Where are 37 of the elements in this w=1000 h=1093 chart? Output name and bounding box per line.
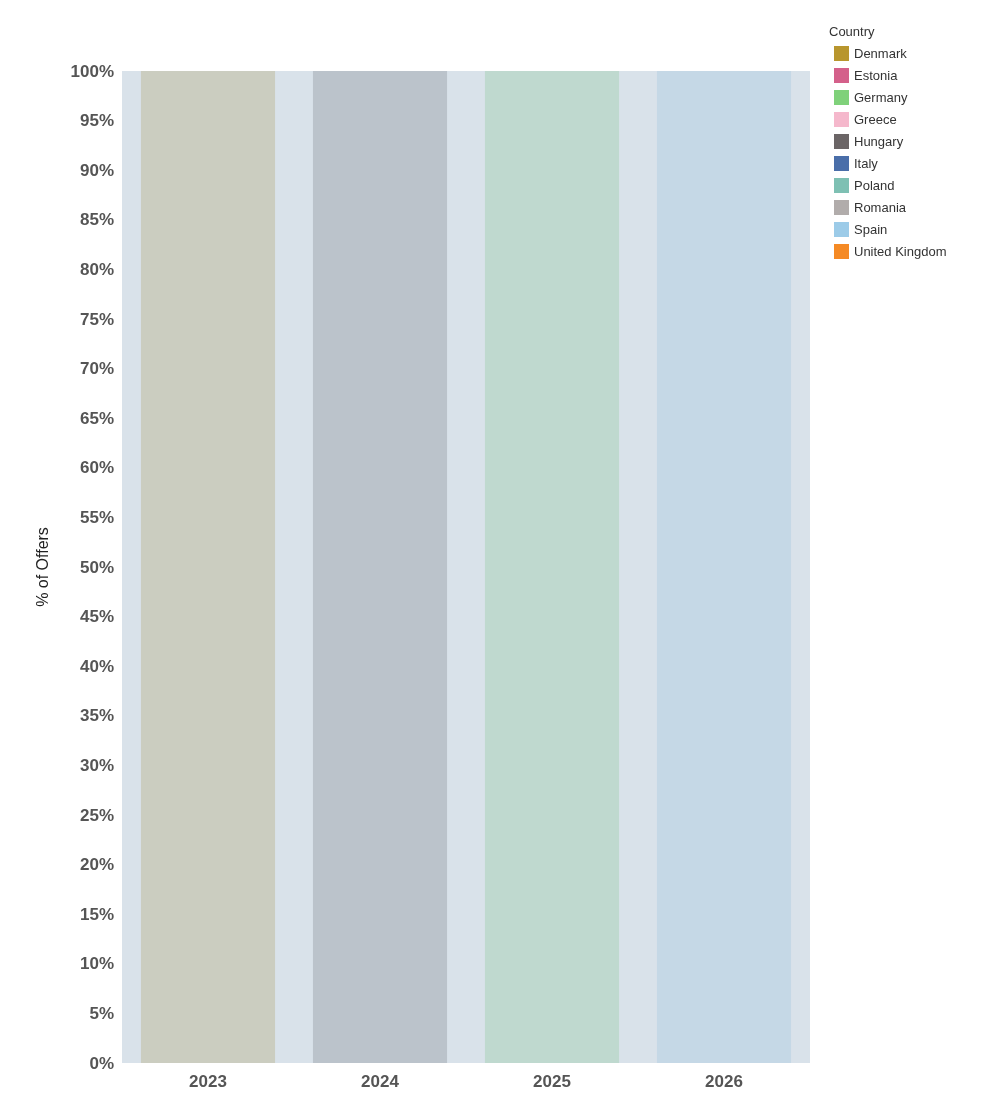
y-tick-label: 0%	[89, 1053, 114, 1073]
y-tick-label: 90%	[79, 160, 114, 180]
legend-label: Germany	[854, 90, 908, 105]
y-tick-label: 55%	[79, 507, 114, 527]
y-tick-label: 5%	[89, 1003, 114, 1023]
y-axis-title: % of Offers	[33, 527, 51, 607]
x-tick-label: 2023	[189, 1072, 227, 1091]
y-tick-label: 40%	[79, 656, 114, 676]
y-tick-label: 75%	[79, 309, 114, 329]
legend-label: Spain	[854, 222, 888, 237]
x-tick-label: 2024	[361, 1072, 400, 1091]
y-tick-label: 45%	[79, 607, 114, 627]
legend-label: Romania	[854, 200, 907, 215]
y-tick-label: 100%	[70, 61, 114, 81]
y-tick-label: 95%	[79, 111, 114, 131]
y-tick-label: 35%	[79, 706, 114, 726]
y-tick-label: 60%	[79, 458, 114, 478]
y-tick-label: 85%	[79, 210, 114, 230]
y-tick-label: 20%	[79, 855, 114, 875]
y-tick-label: 65%	[79, 408, 114, 428]
y-tick-label: 50%	[79, 557, 114, 577]
legend-label: Denmark	[854, 46, 908, 61]
y-tick-label: 10%	[79, 954, 114, 974]
y-tick-label: 30%	[79, 755, 114, 775]
x-tick-label: 2025	[533, 1072, 571, 1091]
legend-label: Poland	[854, 178, 895, 193]
legend-title: Country	[829, 24, 876, 39]
legend-label: United Kingdom	[854, 244, 947, 259]
y-tick-label: 70%	[79, 359, 114, 379]
y-tick-label: 80%	[79, 259, 114, 279]
y-tick-label: 25%	[79, 805, 114, 825]
legend-label: Hungary	[854, 134, 904, 149]
y-tick-label: 15%	[79, 904, 114, 924]
legend-label: Italy	[854, 156, 879, 171]
legend-label: Greece	[854, 112, 897, 127]
legend-label: Estonia	[854, 68, 899, 83]
x-tick-label: 2026	[705, 1072, 743, 1091]
